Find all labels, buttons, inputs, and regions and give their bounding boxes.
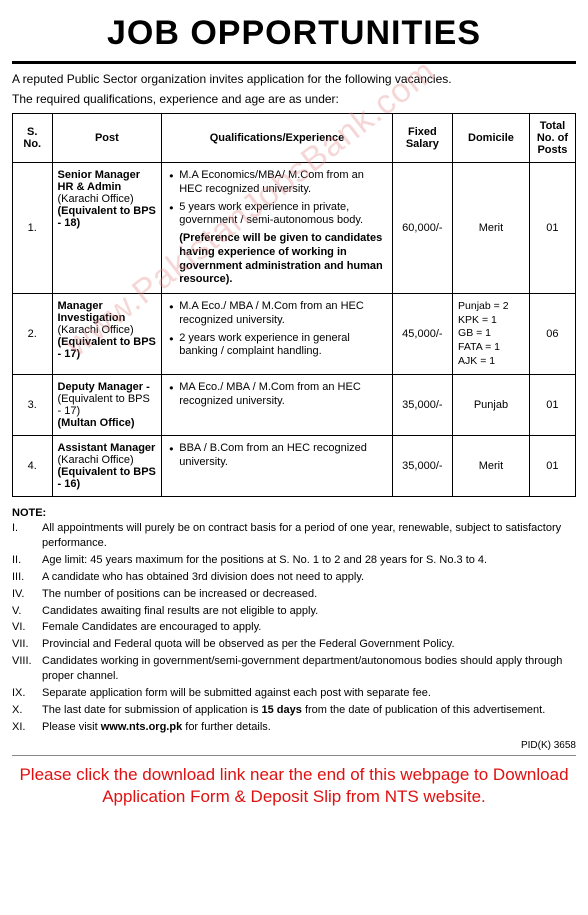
note-item: VI.Female Candidates are encouraged to a…: [12, 620, 576, 635]
note-number: II.: [12, 553, 42, 568]
cell-total-posts: 06: [529, 294, 575, 375]
cell-sno: 2.: [13, 294, 53, 375]
cell-sno: 1.: [13, 163, 53, 294]
cell-qualifications: M.A Economics/MBA/ M.Com from an HEC rec…: [162, 163, 392, 294]
note-text: Separate application form will be submit…: [42, 686, 576, 701]
cell-domicile: Merit: [453, 163, 530, 294]
page-title: JOB OPPORTUNITIES: [12, 8, 576, 64]
cell-post: Manager Investigation(Karachi Office)(Eq…: [52, 294, 162, 375]
note-number: IV.: [12, 587, 42, 602]
advertisement-container: JOB OPPORTUNITIES A reputed Public Secto…: [12, 8, 576, 756]
note-number: VII.: [12, 637, 42, 652]
note-text: The number of positions can be increased…: [42, 587, 576, 602]
cell-total-posts: 01: [529, 436, 575, 497]
note-number: XI.: [12, 720, 42, 735]
intro-line-2: The required qualifications, experience …: [12, 92, 576, 108]
cell-qualifications: MA Eco./ MBA / M.Com from an HEC recogni…: [162, 375, 392, 436]
note-number: IX.: [12, 686, 42, 701]
note-item: VII.Provincial and Federal quota will be…: [12, 637, 576, 652]
cell-post: Assistant Manager(Karachi Office)(Equiva…: [52, 436, 162, 497]
note-item: IV.The number of positions can be increa…: [12, 587, 576, 602]
note-number: VI.: [12, 620, 42, 635]
note-number: I.: [12, 521, 42, 551]
header-salary: Fixed Salary: [392, 114, 452, 163]
note-text: Provincial and Federal quota will be obs…: [42, 637, 576, 652]
cell-domicile: Punjab: [453, 375, 530, 436]
cell-salary: 35,000/-: [392, 436, 452, 497]
cell-total-posts: 01: [529, 375, 575, 436]
header-post: Post: [52, 114, 162, 163]
note-number: V.: [12, 604, 42, 619]
note-item: X.The last date for submission of applic…: [12, 703, 576, 718]
header-domicile: Domicile: [453, 114, 530, 163]
cell-post: Deputy Manager -(Equivalent to BPS - 17)…: [52, 375, 162, 436]
cell-domicile: Merit: [453, 436, 530, 497]
note-text: The last date for submission of applicat…: [42, 703, 576, 718]
note-item: VIII.Candidates working in government/se…: [12, 654, 576, 684]
cell-salary: 45,000/-: [392, 294, 452, 375]
intro-line-1: A reputed Public Sector organization inv…: [12, 72, 576, 88]
cell-post: Senior Manager HR & Admin(Karachi Office…: [52, 163, 162, 294]
cell-salary: 35,000/-: [392, 375, 452, 436]
cell-salary: 60,000/-: [392, 163, 452, 294]
note-item: IX.Separate application form will be sub…: [12, 686, 576, 701]
pid-number: PID(K) 3658: [12, 740, 576, 751]
table-row: 2.Manager Investigation(Karachi Office)(…: [13, 294, 576, 375]
cell-domicile: Punjab = 2KPK = 1GB = 1FATA = 1AJK = 1: [453, 294, 530, 375]
note-item: XI.Please visit www.nts.org.pk for furth…: [12, 720, 576, 735]
note-text: Female Candidates are encouraged to appl…: [42, 620, 576, 635]
note-text: Please visit www.nts.org.pk for further …: [42, 720, 576, 735]
note-number: III.: [12, 570, 42, 585]
note-item: I.All appointments will purely be on con…: [12, 521, 576, 551]
cell-total-posts: 01: [529, 163, 575, 294]
note-text: Candidates working in government/semi-go…: [42, 654, 576, 684]
note-text: Candidates awaiting final results are no…: [42, 604, 576, 619]
cell-qualifications: M.A Eco./ MBA / M.Com from an HEC recogn…: [162, 294, 392, 375]
note-number: X.: [12, 703, 42, 718]
cell-qualifications: BBA / B.Com from an HEC recognized unive…: [162, 436, 392, 497]
note-header: NOTE:: [12, 507, 576, 519]
header-total-posts: Total No. of Posts: [529, 114, 575, 163]
note-number: VIII.: [12, 654, 42, 684]
cell-sno: 4.: [13, 436, 53, 497]
table-header-row: S. No. Post Qualifications/Experience Fi…: [13, 114, 576, 163]
note-item: III.A candidate who has obtained 3rd div…: [12, 570, 576, 585]
header-qualifications: Qualifications/Experience: [162, 114, 392, 163]
footer-instruction: Please click the download link near the …: [12, 764, 576, 808]
header-sno: S. No.: [13, 114, 53, 163]
note-text: All appointments will purely be on contr…: [42, 521, 576, 551]
note-item: II.Age limit: 45 years maximum for the p…: [12, 553, 576, 568]
note-item: V.Candidates awaiting final results are …: [12, 604, 576, 619]
note-text: Age limit: 45 years maximum for the posi…: [42, 553, 576, 568]
cell-sno: 3.: [13, 375, 53, 436]
jobs-table: S. No. Post Qualifications/Experience Fi…: [12, 113, 576, 497]
table-row: 1.Senior Manager HR & Admin(Karachi Offi…: [13, 163, 576, 294]
table-row: 3.Deputy Manager -(Equivalent to BPS - 1…: [13, 375, 576, 436]
notes-list: I.All appointments will purely be on con…: [12, 521, 576, 734]
note-text: A candidate who has obtained 3rd divisio…: [42, 570, 576, 585]
table-row: 4.Assistant Manager(Karachi Office)(Equi…: [13, 436, 576, 497]
